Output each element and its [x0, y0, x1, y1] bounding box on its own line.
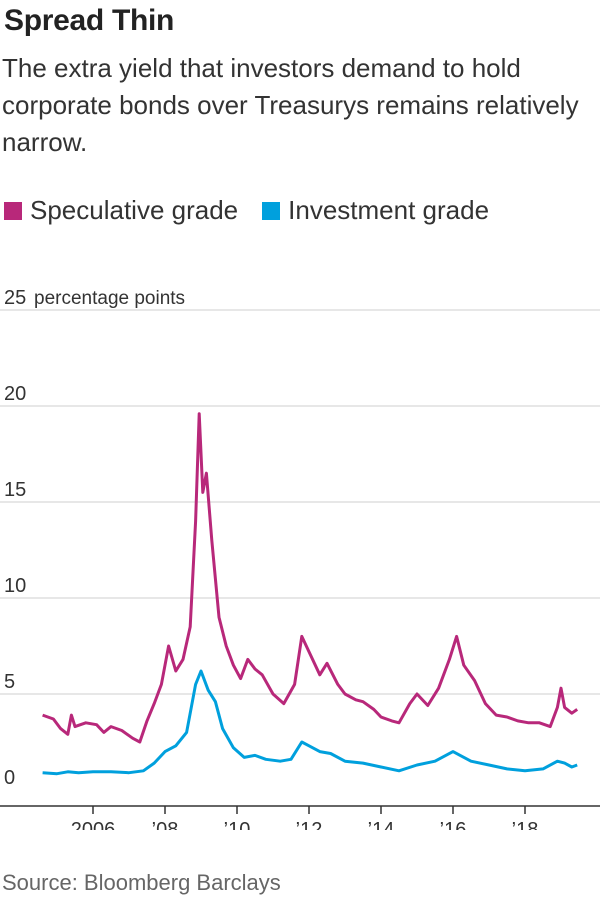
- legend-label-investment: Investment grade: [288, 195, 490, 225]
- y-unit-label: percentage points: [34, 288, 185, 309]
- chart-plot: 0 5 10 15 20 25 percentage points 2006 ’08 ’10 ’12…: [0, 287, 600, 830]
- legend: Speculative grade Investment grade: [4, 195, 513, 226]
- x-tick-label-2008: ’08: [152, 819, 179, 830]
- axis-labels: 0 5 10 15 20 25 percentage points 2006 ’08 ’10 ’12…: [4, 287, 538, 830]
- y-tick-label-0: 0: [4, 767, 15, 789]
- y-tick-label-15: 15: [4, 479, 26, 501]
- legend-swatch-speculative: [4, 201, 22, 220]
- chart-subtitle: The extra yield that investors demand to…: [2, 53, 579, 157]
- source-note: Source: Bloomberg Barclays: [2, 870, 281, 895]
- x-axis: [0, 805, 600, 814]
- chart-title: Spread Thin: [4, 4, 175, 37]
- series-line-speculative: [42, 412, 579, 744]
- x-tick-label-2012: ’12: [296, 819, 323, 830]
- y-tick-label-20: 20: [4, 383, 26, 405]
- legend-swatch-investment: [262, 201, 281, 220]
- series-lines: [42, 412, 579, 776]
- legend-label-speculative: Speculative grade: [30, 195, 239, 225]
- y-tick-label-5: 5: [4, 671, 15, 693]
- legend-item-speculative: Speculative grade: [4, 195, 238, 226]
- grid-lines: [0, 309, 600, 695]
- y-tick-label-10: 10: [4, 575, 26, 597]
- x-tick-label-2014: ’14: [368, 819, 395, 830]
- x-tick-label-2018: ’18: [512, 819, 539, 830]
- x-tick-label-2010: ’10: [224, 819, 251, 830]
- x-tick-label-2016: ’16: [440, 819, 467, 830]
- y-tick-label-25: 25: [4, 287, 26, 309]
- series-line-investment: [42, 669, 578, 776]
- legend-item-investment: Investment grade: [262, 195, 489, 226]
- x-tick-label-2006: 2006: [71, 819, 116, 830]
